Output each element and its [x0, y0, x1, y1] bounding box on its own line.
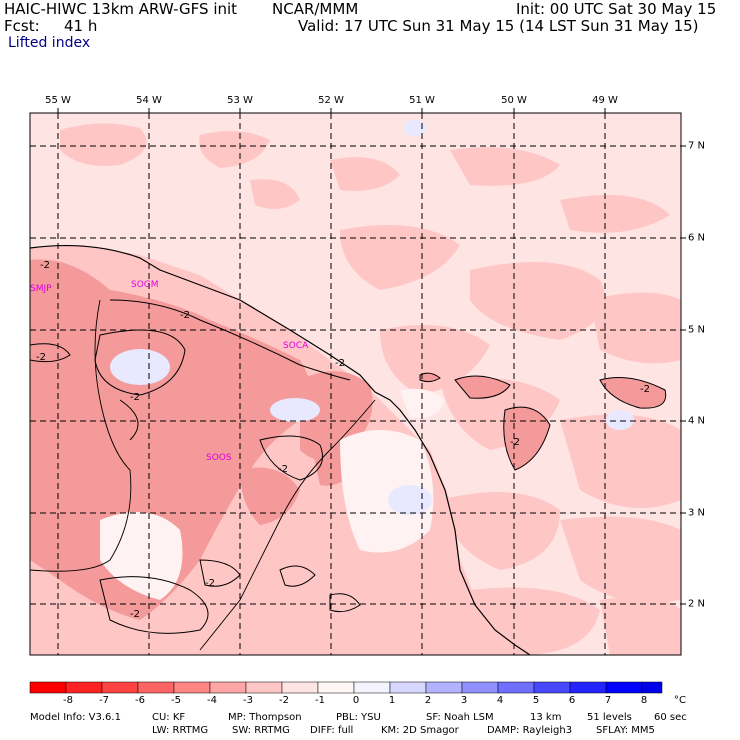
- lon-label: 52 W: [318, 95, 344, 106]
- colorbar-label: -2: [279, 695, 289, 706]
- colorbar-label: 5: [532, 695, 540, 706]
- field-name: Lifted index: [8, 35, 91, 51]
- colorbar-label: 7: [604, 695, 612, 706]
- lon-label: 55 W: [45, 95, 71, 106]
- lon-label: 53 W: [227, 95, 253, 106]
- lat-label: 5 N: [688, 324, 706, 336]
- surface-layer-option: SFLAY: MM5: [596, 725, 655, 736]
- microphysics-scheme: MP: Thompson: [228, 712, 302, 723]
- time-step: 60 sec: [654, 712, 687, 723]
- contour-label: -2: [278, 464, 288, 475]
- tick-marks: [57, 108, 686, 605]
- colorbar-swatch: [173, 681, 211, 694]
- colorbar-label: -6: [135, 695, 145, 706]
- grid-spacing: 13 km: [530, 712, 562, 723]
- contour-label: -2: [130, 392, 140, 403]
- contour-label: -2: [130, 609, 140, 620]
- colorbar-label: 4: [496, 695, 504, 706]
- station-label: SOGM: [131, 280, 159, 290]
- lon-label: 51 W: [409, 95, 435, 106]
- colorbar-label: 1: [388, 695, 396, 706]
- colorbar-label: 0: [352, 695, 360, 706]
- colorbar-label: 8: [640, 695, 648, 706]
- station-label: SOOS: [206, 453, 232, 463]
- pbl-scheme: PBL: YSU: [336, 712, 381, 723]
- colorbar-label: -3: [243, 695, 253, 706]
- model-version: Model Info: V3.6.1: [30, 712, 121, 723]
- contours: [30, 299, 667, 634]
- colorbar-swatch: [281, 681, 319, 694]
- colorbar-swatch: [245, 681, 283, 694]
- colorbar-label: -4: [207, 695, 217, 706]
- colorbar-swatch: [533, 681, 571, 694]
- colorbar-label: -7: [99, 695, 109, 706]
- longwave-scheme: LW: RRTMG: [152, 725, 209, 736]
- lon-label: 50 W: [501, 95, 527, 106]
- lon-label: 49 W: [592, 95, 618, 106]
- colorbar-label: 6: [568, 695, 576, 706]
- vertical-levels: 51 levels: [587, 712, 632, 723]
- diffusion-option: DIFF: full: [310, 725, 354, 736]
- colorbar-label: -5: [171, 695, 181, 706]
- valid-time: Valid: 17 UTC Sun 31 May 15 (14 LST Sun …: [298, 17, 699, 35]
- contour-labels: -2 -2 -2 -2 -2 -2 -2 -2 -2 -2: [36, 260, 650, 620]
- lat-label: 6 N: [688, 232, 706, 244]
- colorbar-label: -1: [315, 695, 325, 706]
- cumulus-scheme: CU: KF: [152, 712, 186, 723]
- lat-label: 7 N: [688, 140, 706, 152]
- colorbar-swatch: [605, 681, 643, 694]
- map-frame: [29, 112, 682, 656]
- contour-label: -2: [335, 358, 345, 369]
- colorbar-swatch: [101, 681, 139, 694]
- colorbar-label: 2: [424, 695, 432, 706]
- shortwave-scheme: SW: RRTMG: [232, 725, 290, 736]
- colorbar: [29, 681, 663, 694]
- surface-scheme: SF: Noah LSM: [426, 712, 494, 723]
- colorbar-swatch: [569, 681, 607, 694]
- contour-label: -2: [40, 260, 50, 271]
- init-time: Init: 00 UTC Sat 30 May 15: [516, 0, 717, 18]
- colorbar-swatch: [65, 681, 103, 694]
- damping-option: DAMP: Rayleigh3: [487, 725, 573, 736]
- colorbar-swatch: [641, 681, 663, 694]
- colorbar-label: 3: [460, 695, 468, 706]
- colorbar-unit: °C: [674, 695, 686, 706]
- colorbar-swatch: [389, 681, 427, 694]
- colorbar-label: -8: [63, 695, 73, 706]
- contour-label: -2: [180, 310, 190, 321]
- contour-label: -2: [205, 578, 215, 589]
- borders: [30, 299, 376, 651]
- station-label: SMJP: [30, 284, 52, 294]
- pale-shading: [100, 388, 445, 600]
- lat-label: 4 N: [688, 415, 706, 427]
- station-label: SOCA: [283, 341, 309, 351]
- forecast-label: Fcst:: [4, 17, 40, 35]
- lon-label: 54 W: [136, 95, 162, 106]
- model-title: HAIC-HIWC 13km ARW-GFS init: [4, 0, 238, 18]
- colorbar-swatch: [353, 681, 391, 694]
- colorbar-swatch: [497, 681, 535, 694]
- contour-label: -2: [510, 437, 520, 448]
- colorbar-swatch: [29, 681, 67, 694]
- colorbar-swatch: [209, 681, 247, 694]
- lat-label: 3 N: [688, 507, 706, 519]
- colorbar-swatch: [461, 681, 499, 694]
- colorbar-swatch: [425, 681, 463, 694]
- organization-label: NCAR/MMM: [272, 0, 359, 18]
- contour-label: -2: [640, 384, 650, 395]
- coastline: [30, 244, 531, 655]
- km-option: KM: 2D Smagor: [381, 725, 459, 736]
- blue-shading: [110, 120, 634, 515]
- contour-label: -2: [36, 352, 46, 363]
- lat-label: 2 N: [688, 598, 706, 610]
- colorbar-swatch: [137, 681, 175, 694]
- colorbar-swatch: [317, 681, 355, 694]
- latlon-grid: [30, 113, 681, 655]
- forecast-hour: 41 h: [64, 17, 98, 35]
